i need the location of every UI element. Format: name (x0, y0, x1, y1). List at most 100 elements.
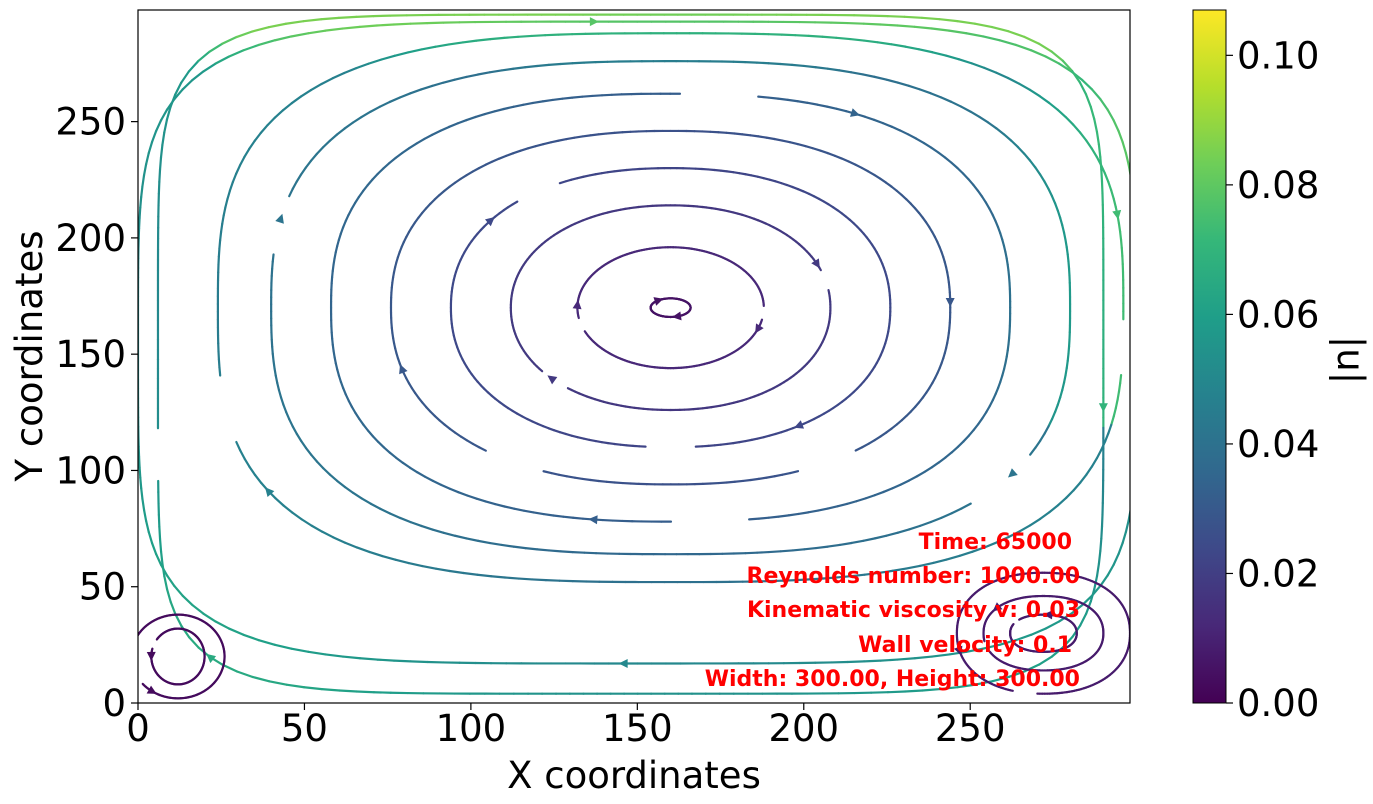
streamline-segment (202, 620, 206, 624)
streamline-segment (281, 102, 293, 112)
streamline-segment (1043, 425, 1050, 435)
streamline-segment (767, 550, 782, 554)
streamline-segment (987, 121, 998, 130)
stream-arrow (1098, 403, 1108, 413)
streamline-segment (980, 195, 988, 204)
streamline-segment (144, 152, 150, 166)
streamline-segment (885, 78, 899, 84)
streamline-segment (542, 512, 555, 517)
streamline-segment (786, 98, 799, 103)
streamline-segment (929, 92, 943, 99)
streamline-segment (1124, 519, 1130, 533)
streamline-segment (1061, 59, 1074, 73)
streamline-segment (379, 507, 392, 515)
colorbar-tick-label: 0.02 (1237, 552, 1319, 595)
streamline-segment (475, 38, 492, 42)
streamline-segment (408, 142, 418, 150)
streamline-segment (253, 473, 263, 484)
streamline-segment (431, 528, 445, 534)
streamline-segment (882, 487, 894, 494)
streamline-segment (833, 154, 843, 160)
streamline-segment (139, 476, 143, 490)
streamline-segment (159, 550, 164, 565)
streamline-segment (787, 512, 800, 517)
streamline-segment (1018, 82, 1031, 91)
streamline-segment (1053, 202, 1059, 212)
streamline-segment (368, 550, 384, 558)
streamline-segment (434, 43, 451, 48)
streamline-segment (1121, 140, 1128, 155)
streamline-segment (310, 453, 319, 463)
streamline-segment (221, 35, 238, 45)
streamline-segment (923, 466, 933, 474)
streamline-segment (896, 657, 916, 661)
stream-arrow (618, 658, 628, 668)
streamline-segment (304, 446, 313, 456)
streamline-segment (503, 35, 520, 39)
streamline-segment (277, 389, 283, 399)
streamline-segment (995, 127, 1006, 136)
streamline-segment (1010, 139, 1020, 149)
stream-arrow (953, 645, 963, 656)
streamline-segment (969, 110, 981, 119)
streamline-segment (448, 569, 465, 575)
streamline-segment (1117, 222, 1122, 233)
streamline-segment (891, 567, 908, 572)
streamline-segment (541, 98, 554, 103)
streamline-segment (471, 442, 481, 449)
streamline-segment (1112, 406, 1117, 418)
streamline-segment (589, 133, 600, 137)
streamline-segment (408, 466, 419, 474)
streamline-segment (360, 497, 372, 505)
streamline-segment (347, 399, 353, 408)
streamline-segment (1059, 388, 1064, 399)
streamline-segment (867, 439, 876, 445)
streamline-segment (1072, 481, 1082, 492)
streamline-segment (320, 77, 334, 86)
streamline-segment (835, 107, 848, 113)
streamline-segment (808, 577, 825, 581)
streamline-segment (1097, 549, 1102, 565)
streamline-segment (791, 63, 806, 68)
streamline-segment (531, 578, 548, 582)
stream-arrow (588, 515, 598, 525)
streamline-segment (1039, 432, 1046, 442)
stream-arrow (850, 108, 860, 117)
streamline-segment (1057, 62, 1073, 73)
streamline-segment (443, 185, 451, 192)
streamline-segment (295, 432, 303, 442)
streamline-segment (355, 15, 375, 18)
streamline-segment (913, 25, 933, 30)
streamline-segment (733, 132, 744, 136)
streamline-segment (994, 219, 1000, 229)
streamline-segment (1007, 530, 1021, 539)
streamline-segment (562, 515, 575, 519)
streamline-segment (358, 24, 379, 28)
streamline-segment (961, 172, 970, 181)
streamline-segment (371, 435, 380, 443)
streamline-segment (343, 541, 359, 549)
streamline-segment (822, 576, 839, 580)
streamline-segment (1129, 506, 1130, 511)
streamline-segment (307, 650, 327, 656)
streamline-segment (959, 105, 972, 113)
streamline-segment (138, 206, 142, 220)
colorbar-tick-label: 0.00 (1237, 682, 1319, 725)
stream-arrow (275, 213, 284, 224)
stream-arrow (945, 297, 955, 308)
streamline-segment (957, 58, 973, 65)
streamline-segment (847, 160, 857, 166)
streamline-segment (1014, 633, 1033, 642)
streamline-segment (1062, 374, 1067, 384)
streamline-segment (299, 166, 307, 176)
streamline-segment (251, 26, 270, 33)
streamline-segment (354, 411, 361, 420)
streamline-segment (493, 107, 505, 113)
streamline-segment (907, 475, 918, 482)
streamline-segment (393, 659, 412, 663)
streamline-segment (221, 214, 225, 225)
streamline-segment (995, 535, 1010, 544)
streamline-segment (218, 366, 222, 377)
streamline-segment (816, 507, 829, 512)
streamline-segment (420, 45, 437, 51)
